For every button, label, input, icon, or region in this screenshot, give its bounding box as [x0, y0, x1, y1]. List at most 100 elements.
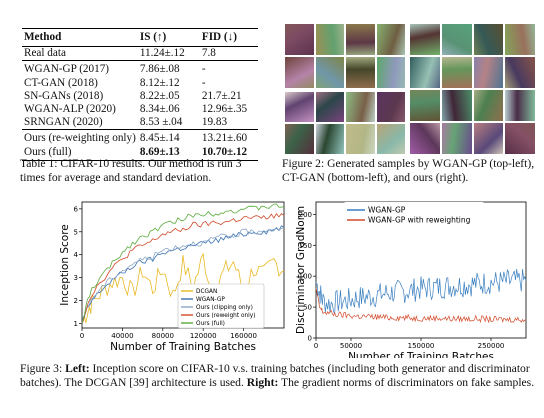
y-tick-label: 150	[299, 242, 312, 250]
y-tick-label: 0	[308, 335, 312, 343]
x-tick-label: 0	[314, 342, 318, 350]
table-cell-method: Real data	[24, 47, 66, 60]
sample-image-tile	[376, 24, 405, 55]
legend-label: Ours (full)	[196, 321, 225, 327]
table-row: CT-GAN (2018) 8.12±.12 -	[22, 77, 258, 90]
sample-image-tile	[505, 57, 535, 88]
sample-image-tile	[473, 57, 504, 88]
y-axis-label: Discriminator GradNorm	[296, 206, 307, 334]
table-row: SRNGAN (2020) 8.53 ±.04 19.83	[22, 116, 258, 130]
x-tick-label: 50000	[340, 342, 362, 350]
y-tick-label: 100	[299, 273, 312, 281]
legend-box	[344, 202, 484, 226]
table-cell-fid: 21.7±.21	[201, 89, 242, 102]
sample-image-tile	[315, 57, 344, 88]
fig3-left-label: Left:	[65, 362, 90, 375]
x-tick-label: 250000	[478, 342, 505, 350]
table-row: WGAN-GP (2017) 7.86±.08-	[22, 60, 258, 77]
y-tick-label: 4	[74, 251, 79, 259]
fig3-caption: Figure 3: Left: Inception score on CIFAR…	[20, 362, 540, 389]
legend-label: WGAN-GP with reweighting	[368, 216, 471, 225]
sample-image-tile	[346, 24, 375, 55]
table-row: WGAN-ALP (2020) 8.34±.06 12.96±.35	[22, 103, 258, 116]
samples-ours-grid	[410, 24, 535, 154]
table-cell-fid: 10.70±.12	[199, 145, 258, 161]
fig3-right-label: Right:	[246, 375, 279, 389]
results-table: Method IS (↑) FID (↓) Real data 11.24±.12…	[22, 27, 258, 161]
table-cell-is: 8.69±.13	[137, 145, 200, 161]
sample-image-tile	[441, 123, 472, 154]
fig3-label: Figure 3:	[20, 362, 63, 375]
table-cell-is: 8.12±.12	[139, 76, 180, 89]
sample-image-tile	[410, 24, 440, 55]
table-cell-is: 11.24±.12	[139, 47, 185, 60]
x-tick-label: 160000	[230, 332, 257, 340]
y-tick-label: 2	[74, 297, 78, 305]
x-tick-label: 150000	[408, 342, 435, 350]
samples-ct-gan-grid	[285, 92, 405, 154]
series-line	[81, 212, 285, 324]
table-cell-fid: 13.21±.60	[199, 129, 258, 146]
table-row: Ours (re-weighting only) 8.45±.14 13.21±.6…	[22, 129, 258, 146]
sample-image-tile	[505, 24, 535, 55]
sample-image-tile	[441, 90, 472, 121]
y-tick-label: 5	[74, 228, 78, 236]
x-axis-label: Number of Training Batches	[110, 341, 256, 353]
table-cell-fid: 12.96±.35	[201, 103, 248, 116]
legend-label: DCGAN	[196, 289, 217, 295]
y-tick-label: 6	[74, 205, 79, 213]
legend-label: Ours (reweight only)	[196, 313, 255, 319]
sample-image-tile	[473, 90, 504, 121]
table-cell-fid: 19.83	[201, 116, 228, 129]
sample-image-tile	[473, 24, 504, 55]
sample-image-tile	[473, 123, 504, 154]
x-tick-label: 0	[80, 332, 84, 340]
series-line	[81, 225, 285, 324]
x-tick-label: 40000	[111, 332, 133, 340]
fig3-text2: The gradient norms of discriminators on …	[281, 375, 535, 389]
series-line	[315, 288, 527, 324]
series-line	[315, 268, 527, 315]
sample-image-tile	[285, 57, 314, 88]
y-tick-label: 50	[303, 304, 312, 312]
sample-image-tile	[346, 57, 375, 88]
table-cell-method: WGAN-GP (2017)	[22, 60, 138, 77]
table1-caption: Table 1: CIFAR-10 results. Our method is…	[20, 157, 242, 184]
sample-image-tile	[410, 123, 440, 154]
samples-wgan-gp-grid	[285, 24, 405, 88]
series-line	[81, 226, 285, 324]
x-tick-label: 80000	[152, 332, 174, 340]
table-cell-method: SRNGAN (2020)	[24, 116, 103, 129]
table-row: Ours (full) 8.69±.13 10.70±.12	[22, 145, 258, 161]
sample-image-tile	[441, 57, 472, 88]
table-cell-method: CT-GAN (2018)	[24, 76, 98, 89]
table-cell-fid: -	[201, 76, 206, 89]
table-cell-is: 8.53 ±.04	[139, 116, 183, 129]
sample-image-tile	[315, 124, 344, 154]
table-cell-fid: -	[199, 60, 258, 77]
y-tick-label: 3	[74, 274, 78, 282]
table-cell-method: SN-GANs (2018)	[24, 89, 104, 102]
legend-label: WGAN-GP	[196, 297, 225, 303]
sample-image-tile	[315, 92, 344, 122]
sample-image-tile	[346, 124, 375, 154]
table-header-method: Method	[22, 27, 138, 48]
table-cell-method: Ours (re-weighting only)	[22, 129, 138, 146]
sample-image-tile	[410, 90, 440, 121]
fig2-caption: Figure 2: Generated samples by WGAN-GP (…	[282, 157, 535, 184]
sample-image-tile	[315, 24, 344, 55]
table-header-is: IS (↑)	[137, 27, 200, 48]
table-cell-is: 8.45±.14	[137, 129, 200, 146]
table-cell-is: 8.22±.05	[139, 89, 180, 102]
legend-box	[177, 283, 265, 329]
y-axis-label: Inception Score	[60, 224, 71, 306]
table-row: SN-GANs (2018) 8.22±.05 21.7±.21	[22, 90, 258, 103]
table-cell-fid: 7.8	[201, 47, 216, 60]
sample-image-tile	[285, 124, 314, 154]
series-line	[81, 203, 285, 324]
table-header-row: Method IS (↑) FID (↓)	[22, 27, 258, 48]
sample-image-tile	[376, 124, 405, 154]
inception-score-chart: 0 40000 80000 120000 160000 1 2 3 4 5 6 Number of T…	[60, 201, 285, 353]
table-cell-method: Ours (full)	[22, 145, 138, 161]
sample-image-tile	[505, 123, 535, 154]
